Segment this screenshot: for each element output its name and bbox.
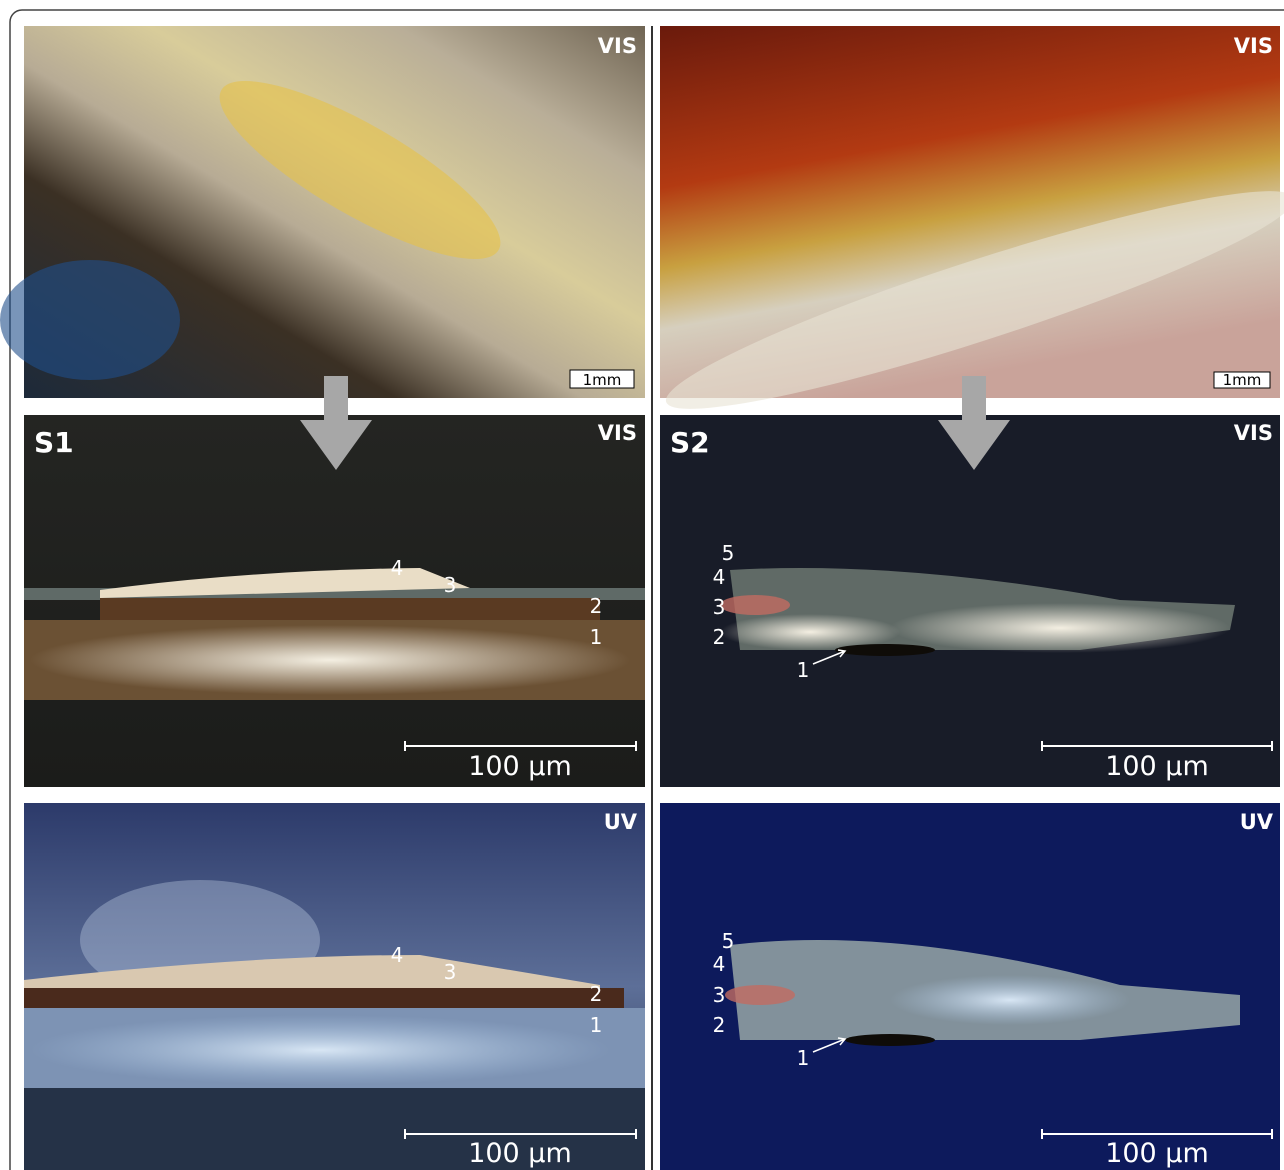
cross-section-image <box>660 803 1280 1170</box>
mode-label: VIS <box>1234 34 1273 58</box>
layer-label: 1 <box>590 1013 603 1037</box>
layer-label: 1 <box>797 1046 810 1070</box>
mode-label: UV <box>1240 810 1274 834</box>
scale-label: 100 µm <box>468 751 572 782</box>
layer-label: 1 <box>797 658 810 682</box>
mode-label: VIS <box>1234 421 1273 445</box>
sample-label: S2 <box>670 426 710 459</box>
cross-section-image <box>24 415 645 787</box>
down-arrow <box>300 376 372 470</box>
scale-label: 100 µm <box>1105 1138 1209 1169</box>
cross-section-image <box>24 803 645 1170</box>
scale-bar <box>1041 741 1273 751</box>
down-arrow <box>938 376 1010 470</box>
layer-label: 2 <box>590 594 603 618</box>
layer-label: 4 <box>391 556 404 580</box>
overview-image <box>0 26 645 398</box>
layer-label: 1 <box>590 625 603 649</box>
layer-label: 2 <box>713 1013 726 1037</box>
scale-label: 1mm <box>1223 371 1262 389</box>
layer-label: 3 <box>444 960 457 984</box>
layer-label: 4 <box>713 952 726 976</box>
mode-label: VIS <box>598 421 637 445</box>
layer-label: 3 <box>444 573 457 597</box>
scale-bar <box>404 741 637 751</box>
scale-bar <box>404 1129 637 1139</box>
scale-label: 1mm <box>583 371 622 389</box>
scale-label: 100 µm <box>468 1138 572 1169</box>
scale-box <box>1213 371 1271 389</box>
layer-label: 2 <box>713 625 726 649</box>
pointer-arrow <box>812 1037 847 1053</box>
overview-image <box>660 26 1284 409</box>
layer-label: 4 <box>713 565 726 589</box>
layer-label: 2 <box>590 982 603 1006</box>
layer-label: 3 <box>713 595 726 619</box>
frame <box>9 9 1284 1170</box>
sample-label: S1 <box>34 426 74 459</box>
mode-label: VIS <box>598 34 637 58</box>
mode-label: UV <box>604 810 638 834</box>
scale-bar <box>1041 1129 1273 1139</box>
cross-section-image <box>660 415 1280 787</box>
layer-label: 5 <box>722 929 735 953</box>
layer-label: 3 <box>713 983 726 1007</box>
layer-label: 5 <box>722 541 735 565</box>
layer-label: 4 <box>391 943 404 967</box>
pointer-arrow <box>812 649 847 665</box>
scale-box <box>569 369 635 389</box>
scale-label: 100 µm <box>1105 751 1209 782</box>
